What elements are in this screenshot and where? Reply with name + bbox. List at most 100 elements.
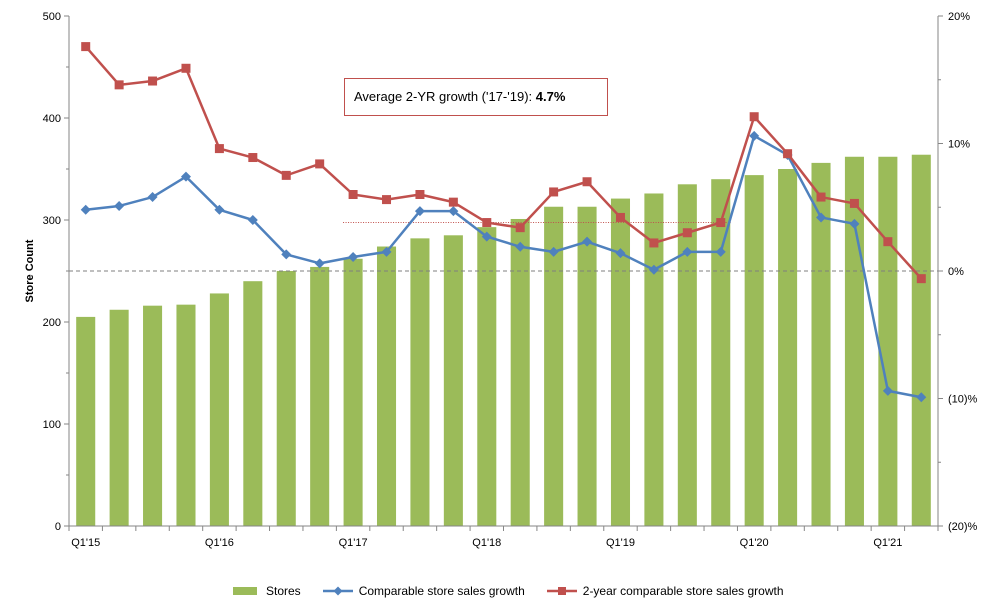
y2-tick-label: (10)% xyxy=(948,394,978,406)
comparable-point xyxy=(515,241,526,252)
annotation-text: Average 2-YR growth ('17-'19): xyxy=(354,89,536,104)
two-year-comparable-growth-line xyxy=(84,45,923,280)
two-year-comparable-point xyxy=(181,63,191,73)
two-year-comparable-point xyxy=(482,218,492,228)
x-tick-label: Q1'18 xyxy=(472,537,501,549)
legend-swatch-stores xyxy=(233,587,257,595)
two-year-comparable-point xyxy=(582,177,592,187)
stores-bar xyxy=(677,184,697,527)
comparable-point xyxy=(314,258,325,269)
stores-bar xyxy=(109,309,129,526)
two-year-comparable-point xyxy=(448,197,458,207)
legend-swatch-comparable xyxy=(322,586,353,596)
legend-item-comparable: Comparable store sales growth xyxy=(322,584,525,598)
chart-axes xyxy=(64,15,943,531)
stores-bar xyxy=(276,271,296,526)
comparable-point xyxy=(548,246,559,257)
x-tick-label: Q1'19 xyxy=(606,537,635,549)
tick-labels: 0 100 200 300 400 500 20% 10% 0% (10)% (20)% Q1'15 Q… xyxy=(43,11,978,549)
legend-label-stores: Stores xyxy=(266,584,301,598)
comparable-point xyxy=(281,249,292,260)
stores-bar xyxy=(911,154,931,526)
stores-bar xyxy=(544,206,564,527)
stores-bar xyxy=(744,175,764,526)
comparable-point xyxy=(448,206,459,217)
chart-legend: Stores Comparable store sales growth 2-y… xyxy=(230,582,806,600)
legend-item-2yr-comparable: 2-year comparable store sales growth xyxy=(546,584,784,598)
comparable-point xyxy=(682,246,693,257)
stores-bar xyxy=(577,206,597,527)
two-year-comparable-point xyxy=(148,76,158,86)
two-year-comparable-point xyxy=(214,144,224,154)
y2-tick-label: 0% xyxy=(948,266,964,278)
comparable-point xyxy=(648,264,659,275)
two-year-comparable-point xyxy=(315,159,325,169)
annotation-value: 4.7% xyxy=(535,89,566,104)
y2-tick-label: 20% xyxy=(948,11,970,23)
stores-bar xyxy=(443,235,463,527)
stores-bar xyxy=(310,266,330,526)
comparable-point xyxy=(816,212,827,223)
stores-bar xyxy=(376,246,397,526)
comparable-point xyxy=(582,236,593,247)
two-year-comparable-point xyxy=(114,80,124,90)
stores-bar xyxy=(243,281,263,526)
comparable-point xyxy=(882,385,893,396)
comparable-point xyxy=(114,200,125,211)
stores-bar xyxy=(644,193,664,527)
two-year-comparable-point xyxy=(916,274,926,284)
stores-bar xyxy=(410,238,430,527)
x-tick-label: Q1'20 xyxy=(740,537,769,549)
stores-bar xyxy=(610,198,631,526)
stores-bar xyxy=(711,179,731,526)
stores-bar xyxy=(510,218,530,527)
comparable-point xyxy=(80,204,91,215)
two-year-comparable-point xyxy=(749,112,759,122)
legend-item-stores: Stores xyxy=(230,584,301,598)
comparable-point xyxy=(180,171,191,182)
comparable-point xyxy=(749,130,760,141)
two-year-comparable-point xyxy=(783,149,793,159)
y-tick-label: 300 xyxy=(43,215,61,227)
two-year-comparable-point xyxy=(81,42,91,52)
two-year-comparable-point xyxy=(883,237,893,247)
two-year-comparable-point xyxy=(682,228,692,238)
comparable-point xyxy=(916,392,927,403)
y-tick-label: 100 xyxy=(43,419,61,431)
y-tick-label: 200 xyxy=(43,317,61,329)
y-tick-label: 500 xyxy=(43,11,61,23)
stores-bar xyxy=(343,258,363,526)
two-year-comparable-point xyxy=(348,190,358,199)
two-year-comparable-point xyxy=(248,153,258,163)
y2-tick-label: 10% xyxy=(948,139,970,151)
y-tick-label: 400 xyxy=(43,113,61,125)
comparable-growth-line xyxy=(85,134,922,399)
comparable-point xyxy=(247,215,258,225)
stores-bar xyxy=(811,162,831,526)
reference-lines xyxy=(69,222,938,272)
two-year-comparable-point xyxy=(281,170,291,180)
two-year-comparable-point xyxy=(549,187,559,197)
stores-bar xyxy=(143,305,163,526)
growth-lines xyxy=(80,42,927,403)
comparable-point xyxy=(849,218,860,229)
two-year-comparable-point xyxy=(515,223,525,233)
two-year-comparable-point xyxy=(849,198,859,208)
y-axis-title: Store Count xyxy=(24,239,36,302)
y2-tick-label: (20)% xyxy=(948,521,978,533)
stores-bar xyxy=(76,316,96,526)
x-tick-label: Q1'17 xyxy=(339,537,368,549)
y-tick-label: 0 xyxy=(55,521,61,533)
comparable-point xyxy=(481,231,492,242)
x-tick-label: Q1'16 xyxy=(205,537,234,549)
comparable-point xyxy=(381,246,392,257)
comparable-point xyxy=(414,206,425,217)
comparable-point xyxy=(348,251,359,262)
comparable-point xyxy=(615,248,626,259)
stores-bars xyxy=(76,154,931,527)
stores-bar xyxy=(209,293,229,526)
x-tick-label: Q1'15 xyxy=(71,537,100,549)
comparable-point xyxy=(214,204,225,215)
x-tick-label: Q1'21 xyxy=(873,537,902,549)
